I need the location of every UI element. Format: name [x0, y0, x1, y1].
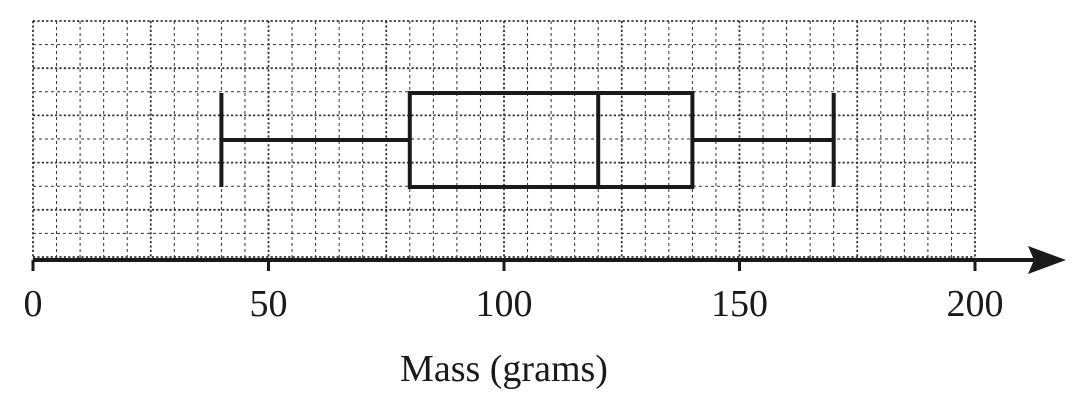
- x-tick-label: 150: [711, 283, 768, 325]
- x-tick-label: 0: [24, 283, 43, 325]
- box-plot: [219, 91, 836, 189]
- x-axis-arrow-icon: [1028, 246, 1066, 274]
- x-axis-title: Mass (grams): [400, 348, 608, 390]
- x-tick-label: 200: [947, 283, 1004, 325]
- x-tick-label: 100: [476, 283, 533, 325]
- x-axis: 0 50 100 150 200: [24, 246, 1066, 325]
- box-iqr: [407, 91, 695, 189]
- x-tick-label: 50: [250, 283, 288, 325]
